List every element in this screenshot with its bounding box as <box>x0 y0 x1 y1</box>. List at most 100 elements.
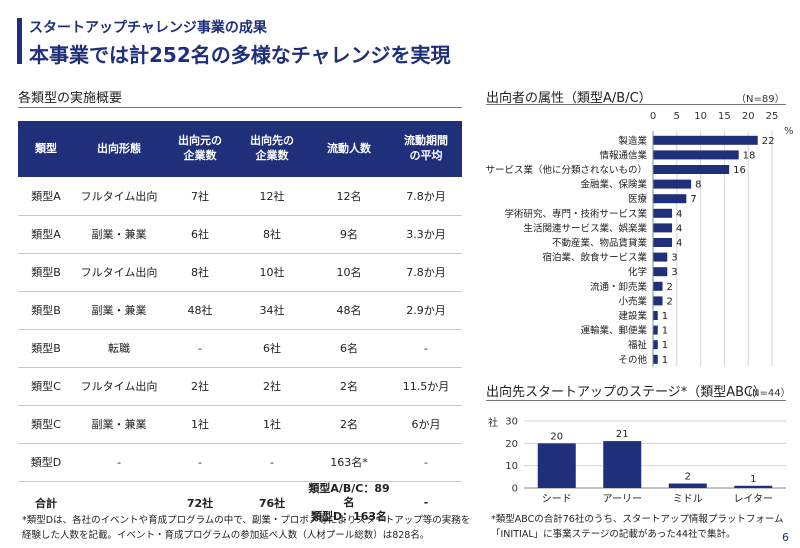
table-cell: 11.5か月 <box>390 367 462 406</box>
table-cell: 12社 <box>236 177 308 216</box>
table-cell: 48社 <box>164 291 236 330</box>
total-people: 類型A/B/C：89名 類型D：163名 <box>308 481 390 524</box>
title-accent-bar <box>17 18 22 64</box>
table-cell: 2社 <box>164 367 236 406</box>
bar-value-label: 16 <box>733 165 746 176</box>
table-cell: 類型D <box>18 443 74 482</box>
bar-value-label: 7 <box>690 194 696 205</box>
bar-value-label: 2 <box>667 282 673 293</box>
table-cell: - <box>164 329 236 368</box>
bar <box>653 311 658 320</box>
column-header: 類型 <box>18 121 74 177</box>
table-row: 類型B フルタイム出向 8社 10社 10名 7.8か月 <box>18 253 462 292</box>
category-label: その他 <box>618 354 647 366</box>
bar <box>653 340 658 350</box>
bar <box>653 223 673 233</box>
x-tick-label: 20 <box>742 111 755 122</box>
bar-value-label: 1 <box>662 340 668 351</box>
category-label: 小売業 <box>618 295 647 307</box>
bar-value-label: 1 <box>662 311 668 322</box>
table-cell: 48名 <box>308 291 390 330</box>
table-row: 類型D - - -163名* - <box>18 443 462 482</box>
column-header: 流動期間 の平均 <box>390 121 462 177</box>
total-row: 合計 72社 76社 類型A/B/C：89名 類型D：163名 - <box>18 481 462 524</box>
table-row: 類型C フルタイム出向 2社 2社 2名 11.5か月 <box>18 367 462 406</box>
bar <box>653 325 658 335</box>
table-cell: 1社 <box>236 405 308 444</box>
category-label: 不動産業、物品賃貸業 <box>552 237 648 249</box>
x-tick-label: 0 <box>650 111 656 122</box>
unit-label: % <box>784 126 794 137</box>
table-cell: - <box>390 443 462 482</box>
table-cell: 2名 <box>308 367 390 406</box>
bar <box>653 252 668 262</box>
y-tick-label: 10 <box>505 461 518 472</box>
table-cell: 163名* <box>308 443 390 482</box>
column-header: 出向元の 企業数 <box>164 121 236 177</box>
category-label: 情報通信業 <box>599 149 647 161</box>
bar-value-label: 4 <box>676 209 682 220</box>
bar <box>668 483 707 488</box>
category-label: 福祉 <box>628 339 648 351</box>
column-header: 出向形態 <box>74 121 164 177</box>
y-tick-label: 20 <box>505 439 518 450</box>
stage-chart-rule <box>486 400 786 401</box>
table-cell: 2名 <box>308 405 390 444</box>
bar-value-label: 1 <box>750 474 756 485</box>
x-tick-label: 5 <box>674 111 680 122</box>
table-cell: 2.9か月 <box>390 291 462 330</box>
bar-value-label: 20 <box>550 431 563 442</box>
summary-footnote-line-2: 経験した人数を記載。イベント・育成プログラムの参加延べ人数（人材プール総数）は8… <box>22 529 430 541</box>
bar-value-label: 8 <box>695 180 701 191</box>
x-tick-label: 25 <box>766 111 779 122</box>
attribute-chart-n: （N=89） <box>736 94 785 105</box>
table-row: 類型A 副業・兼業 6社 8社 9名 3.3か月 <box>18 215 462 254</box>
table-cell: - <box>74 443 164 482</box>
category-label: レイター <box>733 493 773 505</box>
bar <box>653 135 758 145</box>
bar-value-label: 22 <box>762 136 775 147</box>
category-label: 運輸業、郵便業 <box>580 325 647 337</box>
bar-value-label: 3 <box>671 253 677 264</box>
stage-chart-title: 出向先スタートアップのステージ*（類型ABC） <box>486 385 766 400</box>
table-cell: 8社 <box>164 253 236 292</box>
x-tick-label: 10 <box>694 111 707 122</box>
table-cell: 6か月 <box>390 405 462 444</box>
table-cell: 類型B <box>18 253 74 292</box>
table-cell: 8社 <box>236 215 308 254</box>
bar <box>653 179 692 189</box>
total-period: - <box>423 496 429 510</box>
table-cell: 7社 <box>164 177 236 216</box>
table-cell: 類型C <box>18 405 74 444</box>
bar-value-label: 2 <box>685 472 691 483</box>
summary-section-title: 各類型の実施概要 <box>18 91 123 106</box>
table-cell: フルタイム出向 <box>74 367 164 406</box>
summary-table: 類型 出向形態 出向元の 企業数 出向先の 企業数 流動人数 流動期間 の平均 類型A フルタイム… <box>18 121 462 524</box>
x-tick-label: 15 <box>718 111 731 122</box>
stage-footnote: *類型ABCの合計76社のうち、スタートアップ情報プラットフォーム 「INITI… <box>491 513 784 542</box>
bar <box>653 208 673 218</box>
total-source-companies: 72社 <box>186 496 214 510</box>
table-body: 類型A フルタイム出向 7社 12社 12名 7.8か月 類型A 副業・兼業 6社 8社 9名 3.3… <box>18 177 462 524</box>
bar-value-label: 3 <box>671 267 677 278</box>
summary-footnote: *類型Dは、各社のイベントや育成プログラムの中で、副業・プロボノ等によりスタート… <box>22 514 470 543</box>
table-cell: 7.8か月 <box>390 253 462 292</box>
page-number: 6 <box>782 531 789 544</box>
summary-section-rule <box>18 107 462 108</box>
table-cell: 12名 <box>308 177 390 216</box>
bar-value-label: 2 <box>667 296 673 307</box>
bar <box>653 281 663 291</box>
category-label: 流通・卸売業 <box>590 281 648 293</box>
table-cell: 6社 <box>236 329 308 368</box>
bar <box>603 441 642 488</box>
bar <box>653 165 730 174</box>
attribute-chart-rule <box>486 104 786 105</box>
table-cell: 10名 <box>308 253 390 292</box>
category-label: サービス業（他に分類されないもの） <box>485 164 647 176</box>
y-tick-label: 0 <box>512 484 518 495</box>
table-cell: 副業・兼業 <box>74 405 164 444</box>
table-cell: 類型A <box>18 177 74 216</box>
table-cell: 3.3か月 <box>390 215 462 254</box>
super-title: スタートアップチャレンジ事業の成果 <box>29 20 267 36</box>
